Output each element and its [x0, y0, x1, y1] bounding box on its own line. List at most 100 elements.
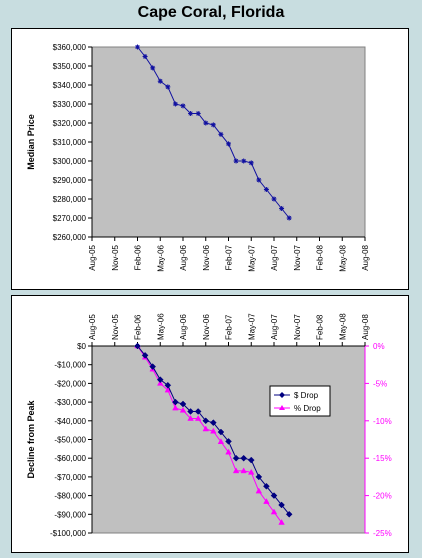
y-axis-title: Decline from Peak [26, 399, 36, 478]
median-price-point [180, 103, 186, 109]
median-price-point [279, 206, 285, 211]
pct-drop-point [270, 508, 278, 515]
y-tick-label: $310,000 [53, 138, 87, 147]
median-price-point [157, 78, 163, 84]
x-tick-label: Aug-05 [88, 244, 97, 270]
pct-drop-point [225, 448, 232, 455]
y-tick-label: $280,000 [53, 195, 87, 204]
pct-drop-point [179, 406, 187, 413]
dollar-drop-point [134, 342, 141, 350]
x-tick-label: Feb-07 [225, 314, 234, 340]
y-tick-label: -$50,000 [54, 436, 86, 445]
x-tick-label: Nov-07 [293, 314, 302, 340]
median-price-chart: $260,000 $270,000 $280,000 $290,000 $300,000… [26, 43, 370, 272]
x-tick-label: Feb-08 [316, 244, 325, 270]
median-price-point [188, 111, 194, 116]
x-tick-label: Aug-08 [361, 244, 370, 270]
x-tick-label: May-06 [156, 313, 165, 340]
pct-drop-point [263, 498, 270, 504]
median-price-point [256, 177, 262, 183]
dollar-drop-point [141, 351, 149, 359]
median-price-point [135, 44, 140, 50]
median-price-point [203, 120, 209, 126]
y-tick-label: -$100,000 [50, 529, 87, 538]
y-tick-label: -$60,000 [54, 454, 86, 463]
y-tick-label: $340,000 [53, 81, 87, 90]
y-tick-label: -$80,000 [54, 492, 86, 501]
pct-drop-point [240, 467, 247, 474]
dollar-drop-point [285, 510, 293, 518]
x-tick-label: Nov-06 [202, 314, 211, 340]
x-tick-label: Aug-05 [88, 314, 97, 340]
y-tick-label: -$20,000 [54, 379, 86, 388]
x-tick-label: Feb-07 [225, 244, 234, 270]
legend-dollar-marker [279, 392, 285, 398]
dollar-drop-point [232, 454, 240, 462]
median-price-point [165, 84, 171, 90]
x-tick-label: Aug-06 [179, 244, 188, 270]
y-tick-label: $300,000 [53, 157, 87, 166]
x-tick-label: Feb-06 [134, 314, 143, 340]
x-tick-label: Aug-06 [179, 314, 188, 340]
median-price-point [286, 215, 292, 221]
dollar-drop-point [156, 376, 164, 384]
y2-tick-label: -25% [373, 529, 392, 538]
x-tick-label: Aug-08 [361, 314, 370, 340]
dollar-drop-point [172, 398, 179, 406]
x-tick-label: Feb-08 [316, 314, 325, 340]
y-tick-label: -$90,000 [54, 510, 86, 519]
dollar-drop-point [202, 417, 210, 425]
x-tick-label: Nov-07 [293, 244, 302, 270]
y-tick-label: $320,000 [53, 119, 87, 128]
pct-drop-point [210, 427, 217, 434]
median-price-point [271, 196, 277, 202]
chart-title: Cape Coral, Florida [137, 4, 285, 21]
legend-pct-label: % Drop [294, 404, 321, 413]
pct-drop-point [278, 519, 285, 525]
median-price-point [210, 122, 216, 128]
decline-chart-panel: -$100,000 -$90,000 -$80,000 -$70,000 -$60,00… [11, 295, 409, 553]
y-tick-label: -$40,000 [54, 417, 86, 426]
dollar-drop-point [179, 400, 187, 408]
y-tick-label: $350,000 [53, 62, 87, 71]
y2-tick-label: -5% [373, 379, 387, 388]
median-price-point [150, 65, 156, 71]
pct-drop-point [255, 487, 263, 494]
pct-drop-point [248, 468, 255, 475]
median-price-point [142, 54, 148, 59]
dollar-drop-point [164, 381, 172, 389]
median-price-point [226, 141, 231, 147]
dollar-drop-point [225, 438, 232, 445]
dollar-drop-point [278, 501, 285, 509]
y-tick-label: $360,000 [53, 43, 87, 52]
median-price-point [195, 111, 201, 116]
median-price-point [241, 158, 247, 164]
y-tick-label: -$30,000 [54, 398, 86, 407]
pct-drop-point [172, 404, 179, 411]
y-tick-label: $0 [77, 342, 86, 351]
legend-box [269, 385, 331, 417]
dollar-drop-point [247, 456, 255, 464]
y2-tick-label: -15% [373, 454, 392, 463]
median-price-point [218, 131, 224, 137]
x-tick-label: May-07 [247, 313, 256, 340]
x-tick-label: Feb-06 [134, 244, 143, 270]
median-price-point [233, 158, 239, 164]
legend-pct-marker [279, 405, 285, 410]
x-tick-label: May-08 [338, 244, 347, 271]
median-price-point [263, 187, 269, 192]
y-tick-label: $330,000 [53, 100, 87, 109]
dollar-drop-point [270, 492, 278, 499]
pct-drop-point [164, 386, 172, 393]
y-tick-label: $260,000 [53, 233, 87, 242]
y2-tick-label: -20% [373, 492, 392, 501]
dollar-drop-point [194, 408, 202, 415]
median-price-point [172, 101, 178, 107]
pct-drop-point [232, 467, 240, 474]
decline-chart: -$100,000 -$90,000 -$80,000 -$70,000 -$60,00… [26, 313, 392, 538]
x-tick-label: May-07 [247, 244, 256, 271]
median-price-chart-panel: $260,000 $270,000 $280,000 $290,000 $300,000… [11, 28, 409, 290]
y-tick-label: $290,000 [53, 176, 87, 185]
pct-drop-point [217, 438, 225, 444]
y2-tick-label: -10% [373, 417, 392, 426]
